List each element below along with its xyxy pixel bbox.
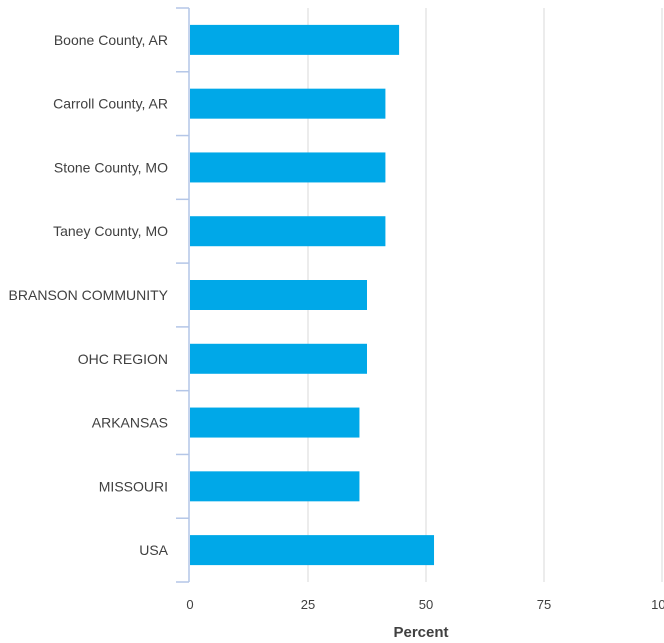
category-label-0: Boone County, AR [54, 32, 168, 48]
bar-1 [190, 88, 386, 119]
bar-0 [190, 24, 400, 55]
category-label-7: MISSOURI [99, 478, 168, 494]
category-label-4: BRANSON COMMUNITY [9, 287, 169, 303]
x-axis-title: Percent [393, 624, 448, 641]
x-tick-label-50: 50 [419, 597, 433, 612]
x-tick-label-75: 75 [537, 597, 551, 612]
bar-4 [190, 280, 367, 310]
bar-3 [190, 216, 386, 247]
x-tick-label-100: 100 [651, 597, 664, 612]
bar-8 [190, 535, 435, 566]
category-label-5: OHC REGION [78, 351, 168, 367]
bars [190, 24, 435, 566]
bar-7 [190, 471, 360, 502]
category-label-1: Carroll County, AR [53, 96, 168, 112]
y-axis [176, 7, 190, 583]
x-tick-labels: 0 25 50 75 100 [186, 597, 664, 612]
x-tick-label-0: 0 [186, 597, 193, 612]
category-label-6: ARKANSAS [92, 415, 168, 431]
category-labels: Boone County, AR Carroll County, AR Stone … [9, 32, 169, 558]
category-label-8: USA [139, 542, 168, 558]
category-label-2: Stone County, MO [54, 159, 168, 175]
bar-5 [190, 343, 367, 374]
bar-6 [190, 407, 360, 438]
x-tick-label-25: 25 [301, 597, 315, 612]
category-label-3: Taney County, MO [53, 223, 168, 239]
bar-2 [190, 152, 386, 183]
